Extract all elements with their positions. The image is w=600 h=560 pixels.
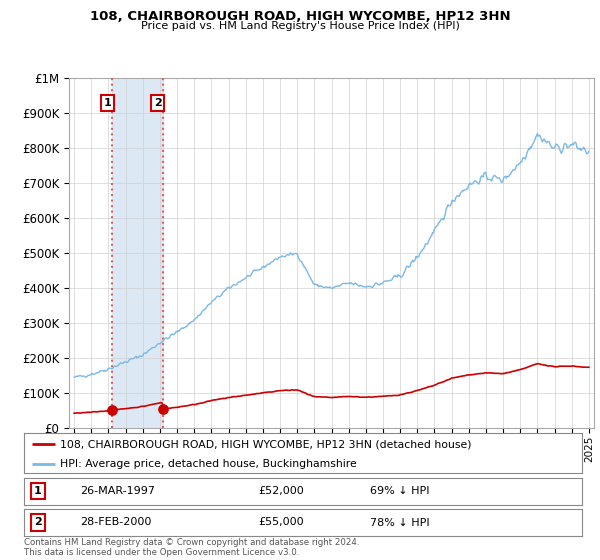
Text: 108, CHAIRBOROUGH ROAD, HIGH WYCOMBE, HP12 3HN: 108, CHAIRBOROUGH ROAD, HIGH WYCOMBE, HP… <box>89 10 511 22</box>
Text: 1: 1 <box>103 98 111 108</box>
Point <box>107 405 117 414</box>
Text: 1: 1 <box>34 486 42 496</box>
Text: Price paid vs. HM Land Registry's House Price Index (HPI): Price paid vs. HM Land Registry's House … <box>140 21 460 31</box>
Text: £52,000: £52,000 <box>259 486 304 496</box>
Text: 28-FEB-2000: 28-FEB-2000 <box>80 517 151 528</box>
Text: 2: 2 <box>154 98 161 108</box>
Text: 78% ↓ HPI: 78% ↓ HPI <box>370 517 430 528</box>
Text: HPI: Average price, detached house, Buckinghamshire: HPI: Average price, detached house, Buck… <box>60 459 357 469</box>
Text: 69% ↓ HPI: 69% ↓ HPI <box>370 486 430 496</box>
Text: 2: 2 <box>34 517 42 528</box>
Text: Contains HM Land Registry data © Crown copyright and database right 2024.
This d: Contains HM Land Registry data © Crown c… <box>24 538 359 557</box>
Text: £55,000: £55,000 <box>259 517 304 528</box>
Bar <box>112 78 163 428</box>
Point <box>158 405 167 414</box>
Text: 108, CHAIRBOROUGH ROAD, HIGH WYCOMBE, HP12 3HN (detached house): 108, CHAIRBOROUGH ROAD, HIGH WYCOMBE, HP… <box>60 439 472 449</box>
Text: 26-MAR-1997: 26-MAR-1997 <box>80 486 155 496</box>
